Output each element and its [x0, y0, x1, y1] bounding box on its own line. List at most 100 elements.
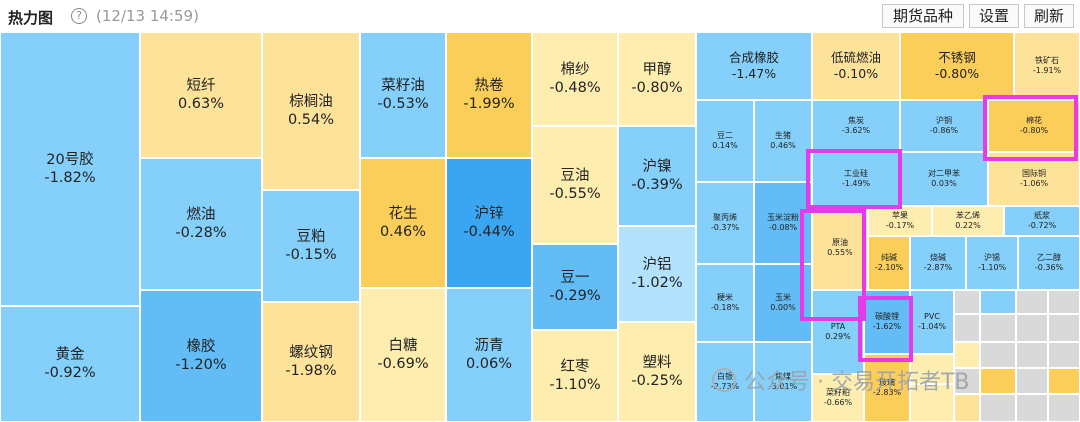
heatmap-cell[interactable]: 沪铝 -1.02%: [618, 226, 696, 322]
cell-name: 塑料: [642, 354, 672, 371]
cell-change: -1.04%: [917, 322, 947, 331]
heatmap-minor-cell[interactable]: [1048, 314, 1080, 342]
heatmap-cell[interactable]: 焦炭 -3.62%: [812, 100, 900, 152]
heatmap-minor-cell[interactable]: [980, 368, 1016, 394]
heatmap-minor-cell[interactable]: [980, 342, 1016, 368]
heatmap-cell[interactable]: 热卷 -1.99%: [446, 32, 532, 158]
cell-name: 玉米: [775, 293, 791, 302]
heatmap-cell[interactable]: 红枣 -1.10%: [532, 330, 618, 422]
heatmap-cell[interactable]: 粳米 -0.18%: [696, 264, 754, 342]
heatmap-minor-cell[interactable]: [954, 342, 980, 368]
heatmap-cell[interactable]: 沥青 0.06%: [446, 288, 532, 422]
heatmap-cell[interactable]: 黄金 -0.92%: [0, 306, 140, 422]
heatmap-cell[interactable]: 不锈钢 -0.80%: [900, 32, 1014, 100]
heatmap-minor-cell[interactable]: [1048, 342, 1080, 368]
heatmap-cell[interactable]: 豆一 -0.29%: [532, 244, 618, 330]
heatmap-cell[interactable]: 白银 -2.73%: [696, 342, 754, 422]
cell-name: 铁矿石: [1035, 56, 1059, 65]
heatmap-cell[interactable]: 螺纹钢 -1.98%: [262, 302, 360, 422]
heatmap-cell[interactable]: 20号胶 -1.82%: [0, 32, 140, 306]
heatmap-cell[interactable]: 玉米 0.00%: [754, 264, 812, 342]
heatmap-cell[interactable]: 工业硅 -1.49%: [812, 152, 900, 206]
heatmap-cell[interactable]: PTA 0.29%: [812, 290, 864, 374]
cell-change: -1.10%: [549, 377, 601, 393]
heatmap-cell[interactable]: 沪镍 -0.39%: [618, 126, 696, 226]
heatmap-minor-cell[interactable]: [954, 368, 980, 394]
heatmap-cell[interactable]: 苯乙烯 0.22%: [932, 206, 1004, 236]
heatmap-cell[interactable]: 烧碱 -2.87%: [910, 236, 966, 290]
help-icon[interactable]: ?: [71, 8, 87, 24]
heatmap-cell[interactable]: 对二甲苯 0.03%: [900, 152, 988, 206]
cell-change: 0.55%: [827, 248, 853, 257]
heatmap-cell[interactable]: 合成橡胶 -1.47%: [696, 32, 812, 100]
heatmap-cell[interactable]: 豆二 0.14%: [696, 100, 754, 182]
heatmap-minor-cell[interactable]: [980, 290, 1016, 314]
heatmap-cell[interactable]: 橡胶 -1.20%: [140, 290, 262, 422]
heatmap-minor-cell[interactable]: [1016, 394, 1048, 422]
heatmap-cell[interactable]: 棉花 -0.80%: [988, 100, 1080, 152]
heatmap-cell[interactable]: 铁矿石 -1.91%: [1014, 32, 1080, 100]
heatmap-cell[interactable]: 豆油 -0.55%: [532, 126, 618, 244]
cell-change: -0.69%: [377, 356, 429, 372]
heatmap-cell[interactable]: 棕榈油 0.54%: [262, 32, 360, 190]
cell-change: 0.46%: [379, 224, 427, 240]
heatmap-cell[interactable]: 菜籽粕 -0.66%: [812, 374, 864, 422]
heatmap-cell[interactable]: 菜籽油 -0.53%: [360, 32, 446, 158]
heatmap-minor-cell[interactable]: [954, 394, 980, 422]
heatmap-cell[interactable]: 苹果 -0.17%: [868, 206, 932, 236]
heatmap-cell[interactable]: 纯碱 -2.10%: [868, 236, 910, 290]
heatmap-cell[interactable]: 花生 0.46%: [360, 158, 446, 288]
heatmap-minor-cell[interactable]: [1016, 368, 1048, 394]
refresh-button[interactable]: 刷新: [1024, 4, 1074, 28]
heatmap-cell[interactable]: 低硫燃油 -0.10%: [812, 32, 900, 100]
heatmap-cell[interactable]: 乙二醇 -0.36%: [1018, 236, 1080, 290]
heatmap-minor-cell[interactable]: [1048, 394, 1080, 422]
heatmap-cell[interactable]: 短纤 0.63%: [140, 32, 262, 158]
heatmap-cell[interactable]: 燃油 -0.28%: [140, 158, 262, 290]
heatmap-cell[interactable]: 聚丙烯 -0.37%: [696, 182, 754, 264]
heatmap-minor-cell[interactable]: [1016, 290, 1048, 314]
cell-change: -0.86%: [929, 126, 959, 135]
cell-change: 0.63%: [177, 96, 225, 112]
cell-name: 对二甲苯: [928, 169, 960, 178]
heatmap-cell[interactable]: 国际铜 -1.06%: [988, 152, 1080, 206]
futures-variety-button[interactable]: 期货品种: [882, 4, 964, 28]
heatmap-minor-cell[interactable]: [1016, 314, 1048, 342]
heatmap-minor-cell[interactable]: [1048, 368, 1080, 394]
heatmap-cell[interactable]: 甲醇 -0.80%: [618, 32, 696, 126]
heatmap-minor-cell[interactable]: [910, 384, 954, 422]
heatmap-cell[interactable]: 碳酸锂 -1.62%: [864, 290, 910, 354]
heatmap-cell[interactable]: 豆粕 -0.15%: [262, 190, 360, 302]
heatmap-minor-cell[interactable]: [1016, 342, 1048, 368]
cell-change: -3.01%: [768, 382, 798, 391]
cell-name: 乙二醇: [1037, 253, 1061, 262]
heatmap-minor-cell[interactable]: [980, 314, 1016, 342]
heatmap-cell[interactable]: 沪锌 -0.44%: [446, 158, 532, 288]
heatmap-minor-cell[interactable]: [910, 354, 954, 384]
cell-change: -0.55%: [549, 186, 601, 202]
heatmap-cell[interactable]: 玻璃 -2.83%: [864, 354, 910, 422]
heatmap-minor-cell[interactable]: [954, 290, 980, 314]
heatmap-cell[interactable]: 生猪 0.46%: [754, 100, 812, 182]
cell-change: -0.80%: [631, 80, 683, 96]
heatmap-cell[interactable]: 棉纱 -0.48%: [532, 32, 618, 126]
cell-name: PTA: [830, 322, 846, 331]
heatmap-cell[interactable]: 白糖 -0.69%: [360, 288, 446, 422]
heatmap-cell[interactable]: 玉米淀粉 -0.08%: [754, 182, 812, 264]
heatmap-minor-cell[interactable]: [954, 314, 980, 342]
cell-name: 聚丙烯: [713, 213, 737, 222]
heatmap-cell[interactable]: 沪锡 -1.10%: [966, 236, 1018, 290]
heatmap-minor-cell[interactable]: [980, 394, 1016, 422]
cell-change: 0.46%: [770, 141, 796, 150]
heatmap-cell[interactable]: 焦煤 -3.01%: [754, 342, 812, 422]
heatmap-cell[interactable]: 塑料 -0.25%: [618, 322, 696, 422]
cell-change: -1.49%: [841, 179, 871, 188]
heatmap-cell[interactable]: 沪铜 -0.86%: [900, 100, 988, 152]
heatmap-minor-cell[interactable]: [1048, 290, 1080, 314]
heatmap-cell[interactable]: PVC -1.04%: [910, 290, 954, 354]
cell-name: 豆粕: [296, 228, 326, 245]
cell-name: 焦煤: [775, 372, 791, 381]
heatmap-cell[interactable]: 原油 0.55%: [812, 206, 868, 290]
heatmap-cell[interactable]: 纸浆 -0.72%: [1004, 206, 1080, 236]
settings-button[interactable]: 设置: [969, 4, 1019, 28]
